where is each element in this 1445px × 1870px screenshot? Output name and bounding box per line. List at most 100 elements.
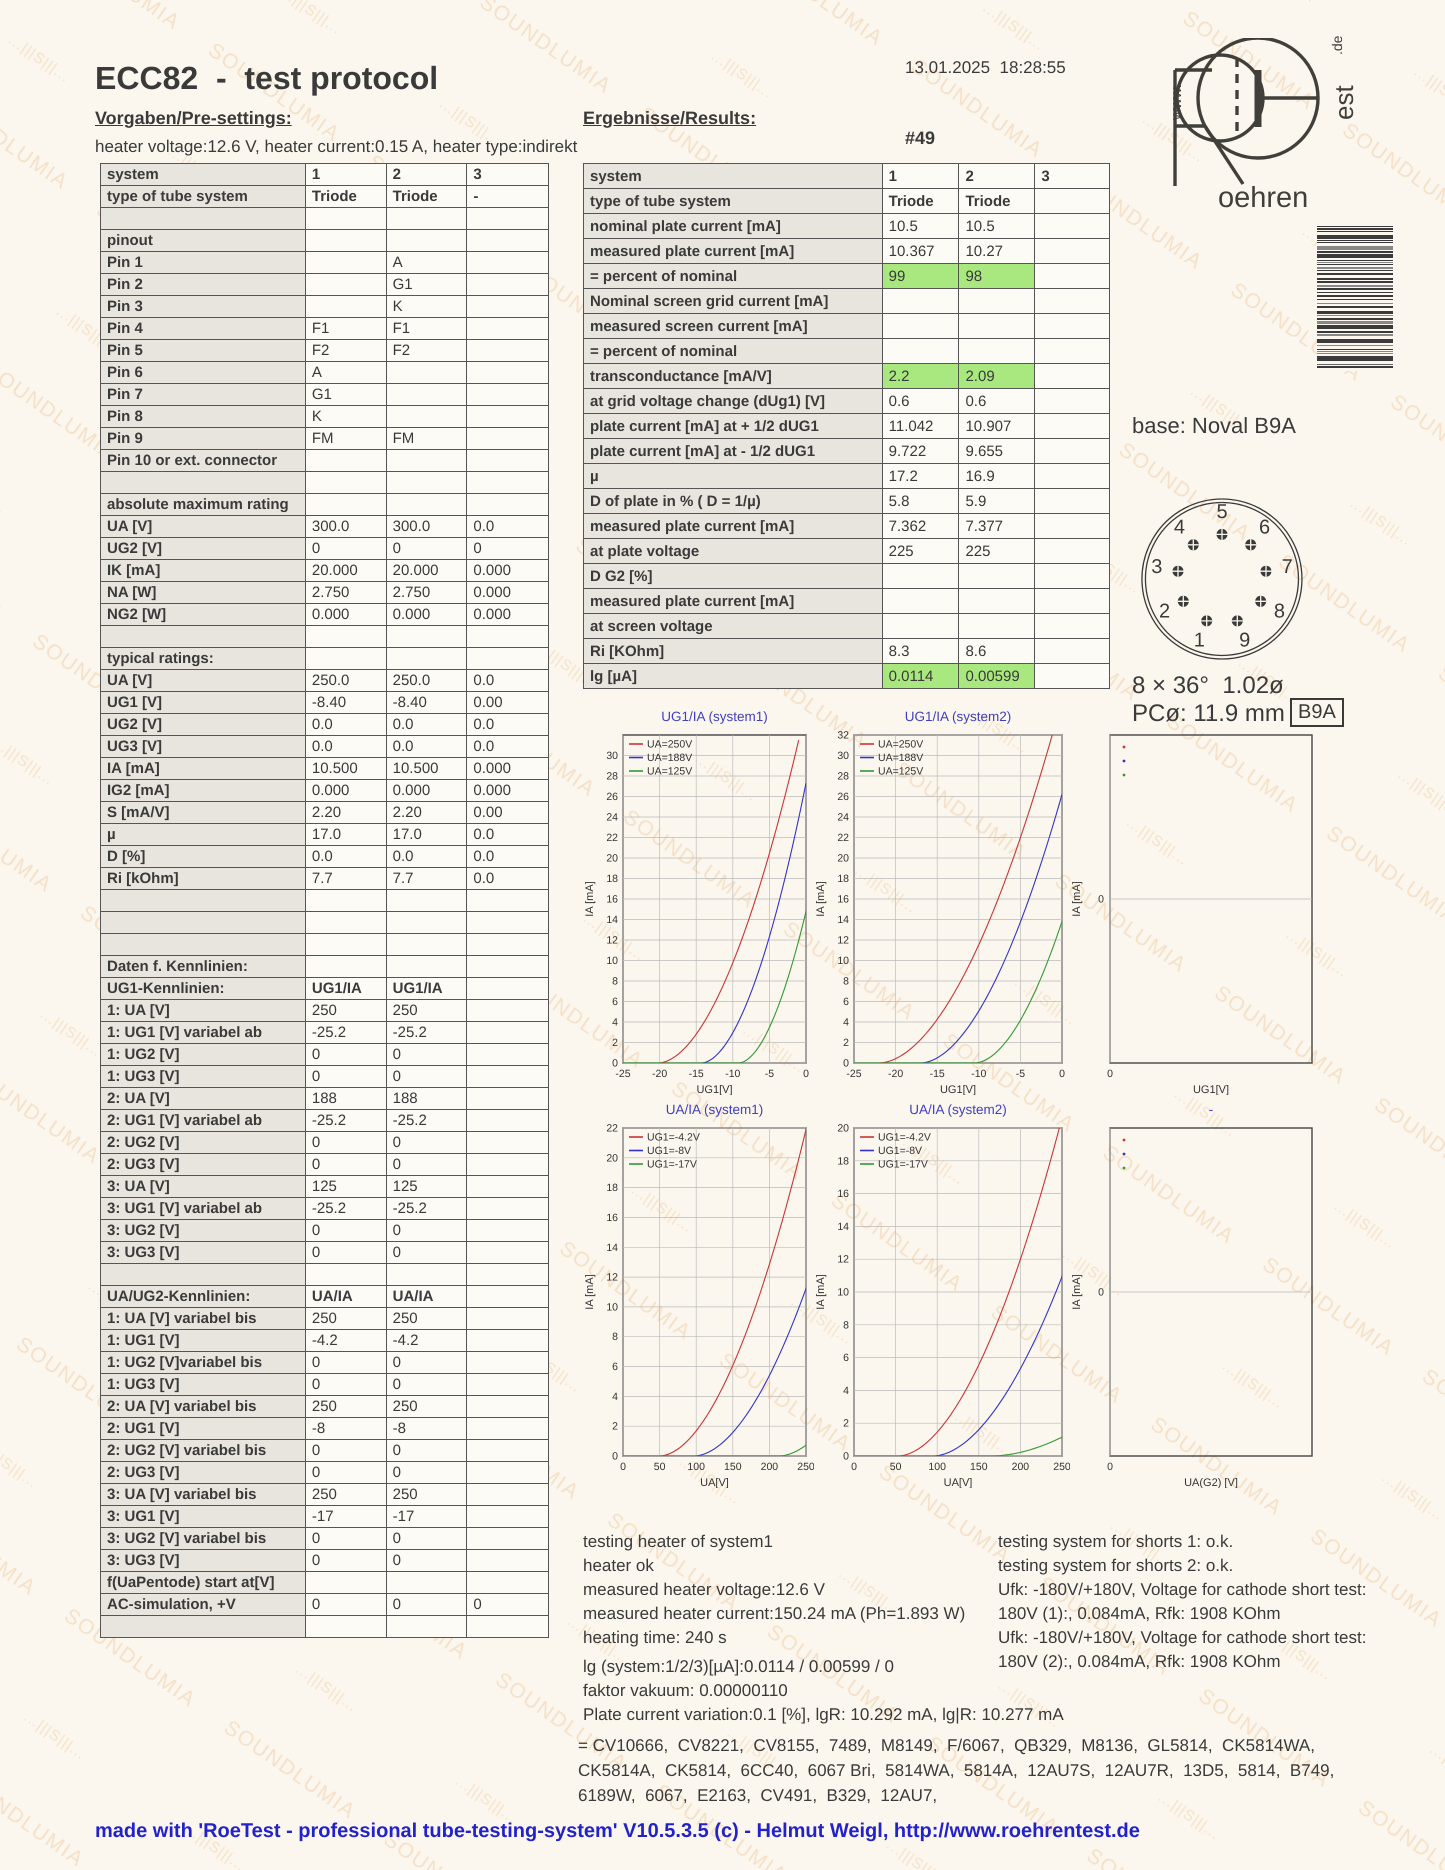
svg-text:-20: -20 (652, 1068, 667, 1080)
svg-text:4: 4 (612, 1391, 618, 1403)
svg-text:26: 26 (837, 791, 849, 803)
svg-text:0: 0 (843, 1451, 849, 1463)
svg-text:12: 12 (606, 1272, 618, 1284)
svg-text:32: 32 (837, 730, 849, 742)
svg-text:22: 22 (837, 832, 849, 844)
svg-text:8: 8 (1274, 600, 1285, 622)
svg-text:2: 2 (612, 1421, 618, 1433)
svg-text:8: 8 (612, 976, 618, 988)
svg-text:UG1=-4.2V: UG1=-4.2V (878, 1132, 931, 1144)
svg-text:-15: -15 (689, 1068, 704, 1080)
svg-text:4: 4 (843, 1385, 849, 1397)
svg-text:UA=250V: UA=250V (878, 739, 923, 751)
svg-text:14: 14 (606, 914, 618, 926)
svg-text:8: 8 (843, 976, 849, 988)
svg-text:7: 7 (1282, 556, 1293, 578)
svg-text:20: 20 (837, 1123, 849, 1135)
svg-text:-: - (1209, 709, 1214, 724)
svg-text:UA=188V: UA=188V (878, 752, 923, 764)
svg-text:28: 28 (606, 771, 618, 783)
svg-text:UA=188V: UA=188V (647, 752, 692, 764)
svg-text:0: 0 (843, 1058, 849, 1070)
svg-text:0: 0 (620, 1461, 626, 1473)
svg-text:-15: -15 (930, 1068, 945, 1080)
svg-text:22: 22 (606, 832, 618, 844)
svg-text:24: 24 (837, 812, 849, 824)
svg-text:18: 18 (606, 873, 618, 885)
svg-text:0: 0 (612, 1451, 618, 1463)
svg-text:0: 0 (1107, 1461, 1113, 1473)
svg-text:100: 100 (687, 1461, 705, 1473)
svg-text:UG1=-8V: UG1=-8V (878, 1145, 922, 1157)
svg-text:16: 16 (606, 1212, 618, 1224)
svg-text:22: 22 (606, 1123, 618, 1135)
svg-text:12: 12 (606, 935, 618, 947)
svg-text:2: 2 (843, 1418, 849, 1430)
svg-text:8: 8 (612, 1331, 618, 1343)
svg-text:20: 20 (606, 853, 618, 865)
svg-text:0: 0 (1059, 1068, 1065, 1080)
svg-text:UA=250V: UA=250V (647, 739, 692, 751)
svg-text:UA=125V: UA=125V (878, 766, 923, 778)
svg-text:UG1/IA (system2): UG1/IA (system2) (905, 709, 1012, 724)
svg-text:6: 6 (843, 1352, 849, 1364)
svg-text:20: 20 (837, 853, 849, 865)
svg-text:200: 200 (1012, 1461, 1030, 1473)
svg-text:UA/IA (system1): UA/IA (system1) (666, 1102, 764, 1117)
svg-text:2: 2 (843, 1037, 849, 1049)
svg-text:150: 150 (724, 1461, 742, 1473)
svg-text:-10: -10 (725, 1068, 740, 1080)
svg-text:1: 1 (1194, 629, 1205, 651)
svg-text:UA[V]: UA[V] (944, 1477, 973, 1488)
svg-text:150: 150 (970, 1461, 988, 1473)
svg-text:3: 3 (1151, 556, 1162, 578)
svg-text:4: 4 (1174, 517, 1185, 539)
svg-text:6: 6 (612, 1361, 618, 1373)
svg-text:250: 250 (797, 1461, 814, 1473)
svg-text:16: 16 (606, 894, 618, 906)
svg-text:-: - (1209, 1102, 1214, 1117)
svg-text:20: 20 (606, 1152, 618, 1164)
svg-text:-5: -5 (765, 1068, 774, 1080)
svg-text:14: 14 (837, 1221, 849, 1233)
svg-text:UG1/IA (system1): UG1/IA (system1) (661, 709, 768, 724)
svg-text:8: 8 (843, 1319, 849, 1331)
svg-text:18: 18 (837, 873, 849, 885)
svg-text:10: 10 (606, 955, 618, 967)
svg-text:UA(G2) [V]: UA(G2) [V] (1184, 1477, 1238, 1488)
svg-text:28: 28 (837, 771, 849, 783)
svg-text:2: 2 (1159, 600, 1170, 622)
svg-text:UG1[V]: UG1[V] (696, 1084, 732, 1095)
svg-text:UG1=-17V: UG1=-17V (878, 1159, 928, 1171)
svg-text:IA [mA]: IA [mA] (1071, 1274, 1083, 1309)
svg-text:9: 9 (1239, 629, 1250, 651)
svg-text:16: 16 (837, 894, 849, 906)
svg-text:18: 18 (837, 1155, 849, 1167)
svg-text:-20: -20 (888, 1068, 903, 1080)
svg-text:IA [mA]: IA [mA] (815, 1274, 827, 1309)
svg-text:UG1=-4.2V: UG1=-4.2V (647, 1132, 700, 1144)
svg-text:5: 5 (1216, 501, 1227, 523)
svg-text:10: 10 (837, 1287, 849, 1299)
svg-text:26: 26 (606, 791, 618, 803)
svg-text:10: 10 (837, 955, 849, 967)
svg-text:50: 50 (890, 1461, 902, 1473)
svg-text:-10: -10 (971, 1068, 986, 1080)
svg-text:IA [mA]: IA [mA] (584, 881, 596, 916)
svg-text:100: 100 (928, 1461, 946, 1473)
svg-text:0: 0 (1098, 1287, 1104, 1299)
svg-text:10: 10 (606, 1301, 618, 1313)
svg-text:IA [mA]: IA [mA] (584, 1274, 596, 1309)
svg-text:30: 30 (606, 750, 618, 762)
svg-text:0: 0 (851, 1461, 857, 1473)
svg-text:50: 50 (654, 1461, 666, 1473)
svg-text:UG1=-17V: UG1=-17V (647, 1159, 697, 1171)
svg-text:4: 4 (612, 1017, 618, 1029)
svg-text:0: 0 (803, 1068, 809, 1080)
svg-text:12: 12 (837, 1254, 849, 1266)
svg-text:IA [mA]: IA [mA] (815, 881, 827, 916)
svg-text:UA/IA (system2): UA/IA (system2) (909, 1102, 1007, 1117)
svg-text:-25: -25 (615, 1068, 630, 1080)
svg-text:IA [mA]: IA [mA] (1071, 881, 1083, 916)
svg-text:-5: -5 (1016, 1068, 1025, 1080)
